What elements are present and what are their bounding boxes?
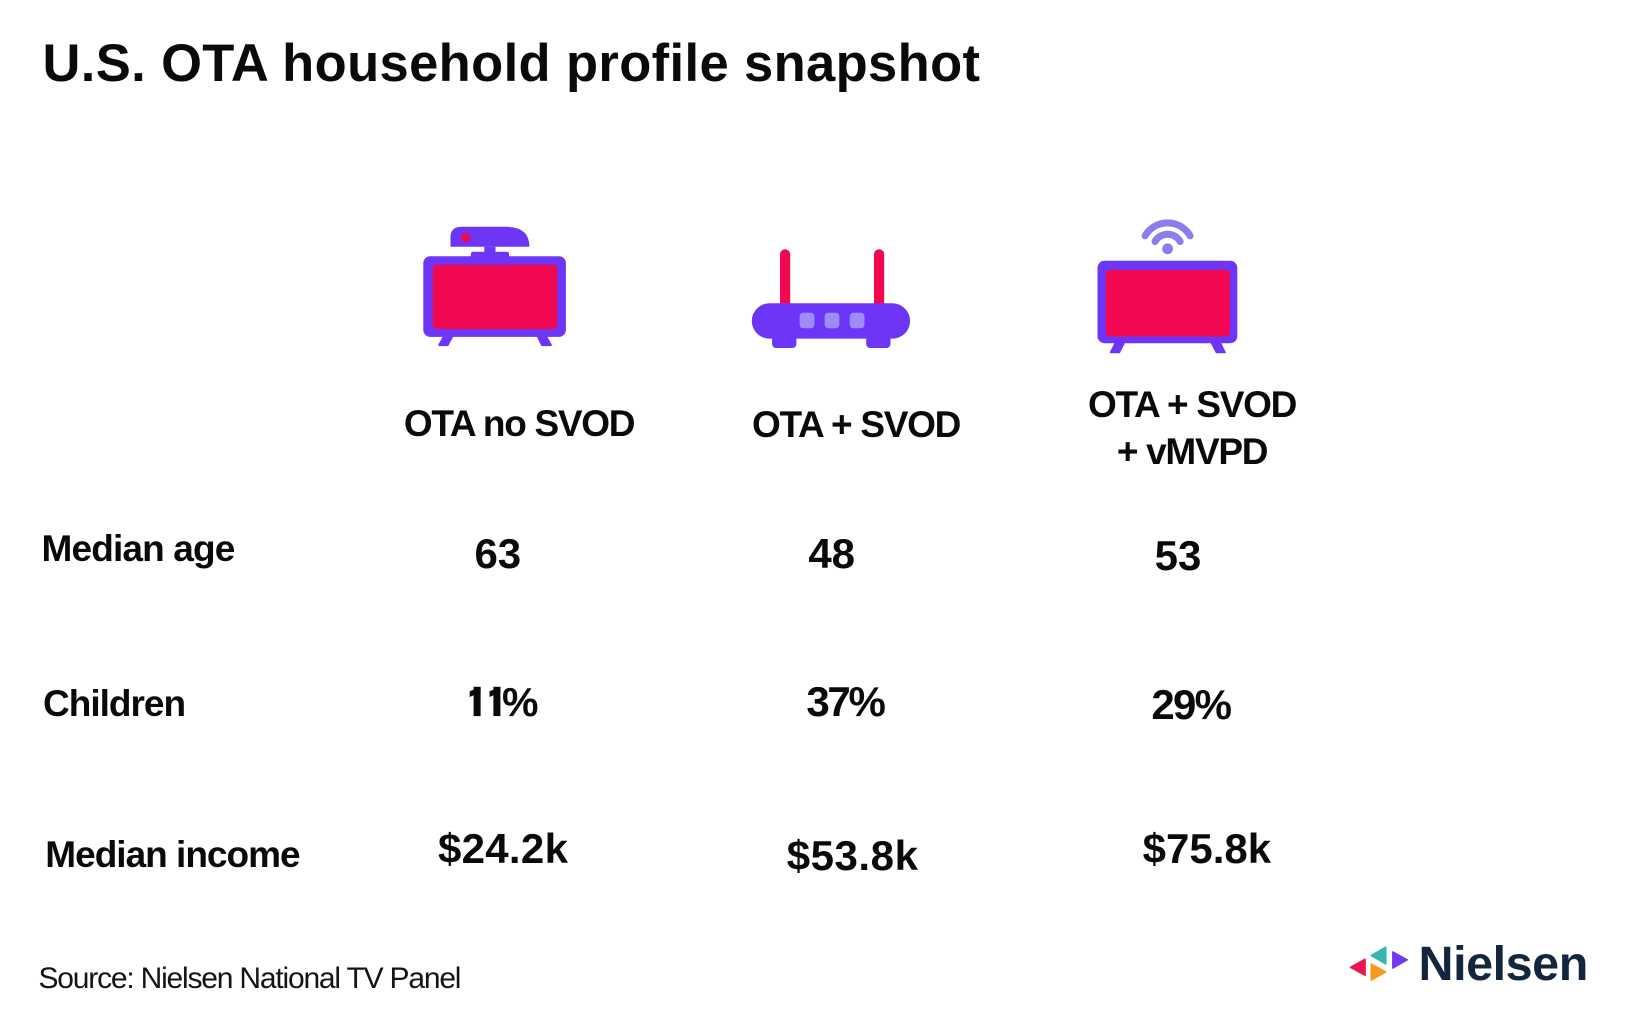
svg-text:%: % — [502, 684, 538, 722]
